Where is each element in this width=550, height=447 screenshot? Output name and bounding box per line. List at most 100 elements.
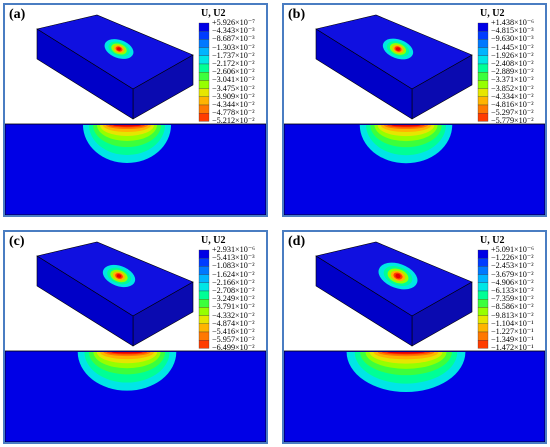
legend-value: −4.778×10⁻²	[212, 108, 255, 118]
legend-value: −4.874×10⁻²	[212, 318, 255, 328]
fea-contour-figure	[5, 14, 266, 215]
legend-value: −3.679×10⁻²	[491, 269, 534, 279]
panel-c: (c) U, U2 +2.931×10⁻⁶ −5.413×10⁻³ −1.083×10⁻…	[3, 230, 268, 444]
cross-section	[284, 123, 545, 215]
legend-value: −1.083×10⁻²	[212, 261, 255, 271]
cross-section	[5, 123, 266, 215]
legend-value: −2.606×10⁻²	[212, 67, 255, 77]
legend-swatch	[477, 340, 489, 349]
surface-contour	[395, 47, 401, 51]
legend-swatch	[198, 331, 210, 341]
legend-value: −9.813×10⁻²	[491, 310, 534, 320]
3d-block	[315, 14, 473, 120]
legend-value: −5.779×10⁻²	[491, 116, 534, 126]
legend-value: −9.630×10⁻³	[491, 34, 534, 44]
legend-value: −2.889×10⁻²	[491, 67, 534, 77]
3d-block	[36, 241, 194, 347]
legend-swatch	[198, 31, 210, 40]
legend-swatch	[198, 47, 210, 56]
legend-value: −5.957×10⁻²	[212, 335, 255, 345]
color-legend	[198, 22, 210, 122]
legend-swatch	[477, 31, 489, 40]
legend-swatch	[198, 307, 210, 316]
legend-swatch	[198, 299, 210, 308]
section-contour	[387, 352, 425, 354]
legend-swatch	[477, 258, 489, 267]
legend-value: −4.334×10⁻²	[491, 91, 534, 101]
legend-swatch	[198, 266, 210, 275]
3d-block	[315, 241, 473, 347]
legend-value: −2.166×10⁻²	[212, 277, 255, 287]
legend-value: −1.445×10⁻²	[491, 42, 534, 52]
fea-contour-figure	[5, 241, 266, 442]
legend-value: −3.249×10⁻²	[212, 294, 255, 304]
legend-value: −3.041×10⁻²	[212, 75, 255, 85]
legend-swatch	[198, 274, 210, 283]
legend-swatch	[477, 307, 489, 316]
legend-title: U, U2	[480, 8, 505, 19]
legend-value: −3.371×10⁻²	[491, 75, 534, 85]
panel-label: (d)	[288, 234, 306, 249]
legend-value: −3.909×10⁻²	[212, 91, 255, 101]
legend-swatch	[477, 299, 489, 308]
legend-swatch	[198, 72, 210, 81]
legend-value: −8.586×10⁻²	[491, 302, 534, 312]
legend-swatch	[477, 88, 489, 97]
legend-swatch	[477, 282, 489, 292]
legend-value: −1.227×10⁻¹	[491, 327, 534, 336]
legend-swatch	[198, 282, 210, 292]
color-legend	[477, 22, 489, 122]
legend-swatch	[198, 323, 210, 333]
legend-value: −1.472×10⁻¹	[491, 343, 534, 353]
legend-value: −3.791×10⁻²	[212, 302, 255, 312]
legend-swatch	[198, 113, 210, 122]
legend-value: −5.416×10⁻²	[212, 327, 255, 336]
fea-contour-figure	[284, 14, 545, 215]
legend-swatch	[477, 72, 489, 81]
legend-swatch	[198, 96, 210, 106]
fea-contour-figure	[284, 241, 545, 442]
legend-title: U, U2	[480, 235, 505, 246]
legend-value: −2.172×10⁻²	[212, 59, 255, 68]
legend-swatch	[198, 340, 210, 349]
legend-swatch	[477, 96, 489, 106]
legend-value: −5.413×10⁻³	[212, 253, 255, 263]
legend-swatch	[198, 258, 210, 267]
legend-swatch	[477, 113, 489, 122]
legend-swatch	[477, 63, 489, 73]
color-legend	[477, 249, 489, 349]
section-contour	[391, 124, 421, 127]
color-legend	[198, 249, 210, 349]
section-contour	[113, 125, 141, 127]
legend-value: −1.624×10⁻²	[212, 269, 255, 279]
legend-swatch	[198, 80, 210, 89]
legend-value: −3.852×10⁻²	[491, 83, 534, 93]
legend-value: −2.708×10⁻²	[212, 286, 255, 295]
legend-value: −2.408×10⁻²	[491, 59, 534, 68]
legend-swatch	[477, 249, 489, 259]
legend-value: −5.212×10⁻²	[212, 116, 255, 126]
legend-swatch	[198, 22, 210, 32]
panel-label: (a)	[9, 7, 26, 22]
surface-contour	[395, 273, 401, 279]
legend-swatch	[477, 80, 489, 89]
legend-swatch	[477, 47, 489, 56]
surface-contour	[117, 47, 121, 51]
legend-swatch	[477, 331, 489, 341]
legend-title: U, U2	[201, 8, 226, 19]
legend-swatch	[477, 290, 489, 300]
legend-value: −5.297×10⁻²	[491, 108, 534, 118]
panel-d: (d) U, U2 +5.091×10⁻⁶ −1.226×10⁻² −2.453×10⁻…	[282, 230, 547, 444]
legend-value: −6.499×10⁻²	[212, 343, 255, 353]
panel-a: (a) U, U2 +5.926×10⁻⁷ −4.343×10⁻³ −8.687×10⁻…	[3, 3, 268, 217]
legend-swatch	[477, 104, 489, 114]
legend-value: −8.687×10⁻³	[212, 34, 255, 44]
legend-value: −3.475×10⁻²	[212, 83, 255, 93]
legend-swatch	[198, 104, 210, 114]
legend-value: −2.453×10⁻²	[491, 261, 534, 271]
legend-swatch	[198, 290, 210, 300]
legend-title: U, U2	[201, 235, 226, 246]
panel-b: (b) U, U2 +1.438×10⁻⁶ −4.815×10⁻³ −9.630×10⁻…	[282, 3, 547, 217]
cross-section	[5, 350, 266, 442]
legend-value: −4.343×10⁻³	[212, 26, 255, 36]
